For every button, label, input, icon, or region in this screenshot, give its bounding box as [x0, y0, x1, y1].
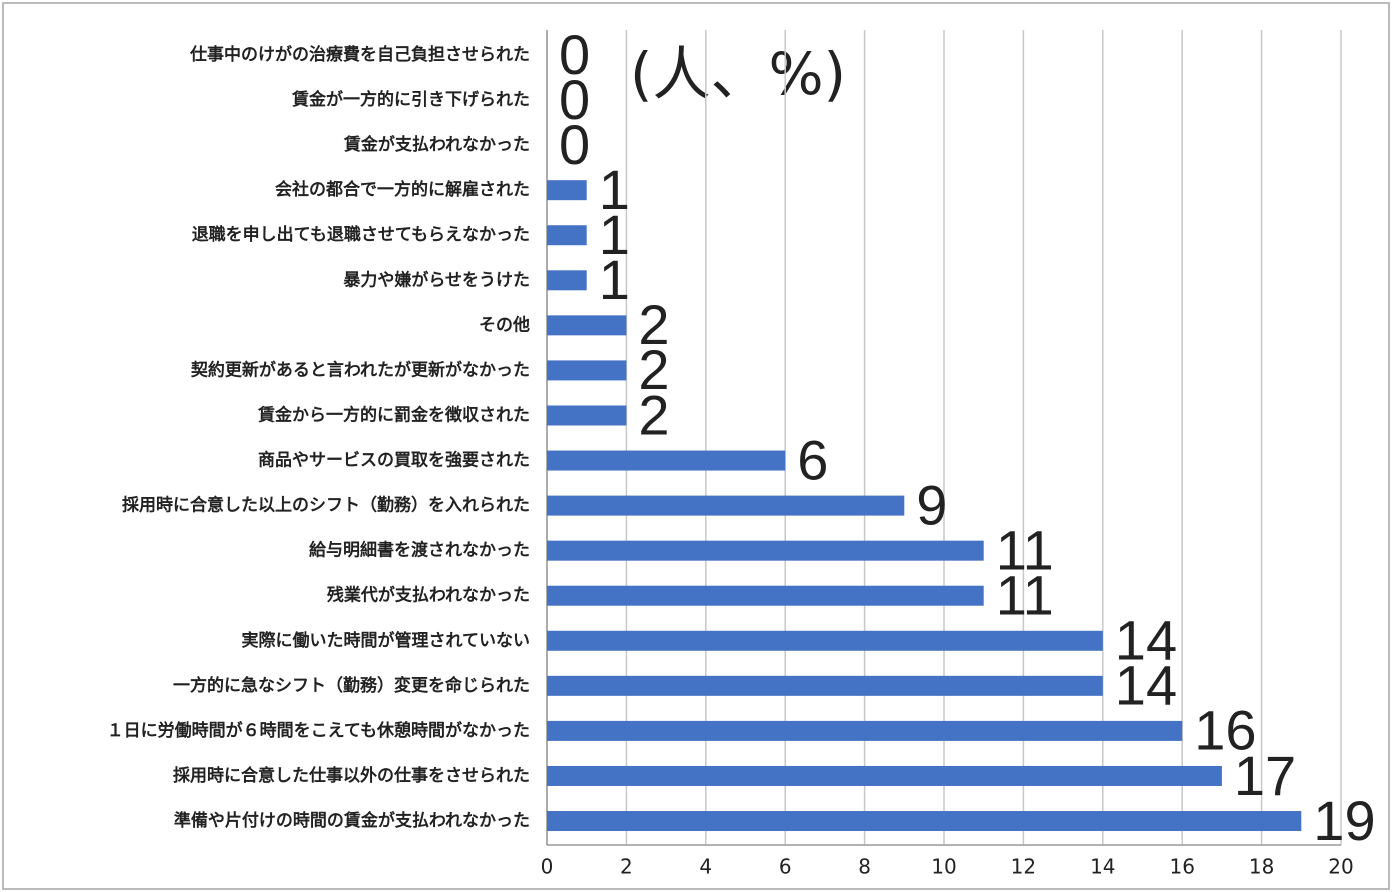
value-label: 17	[1234, 744, 1296, 807]
y-tick-label: 残業代が支払われなかった	[327, 585, 530, 606]
y-tick-label: 契約更新があると言われたが更新がなかった	[190, 359, 530, 380]
value-label: 14	[1115, 654, 1177, 717]
value-label: 0	[559, 113, 590, 176]
bar	[547, 180, 587, 200]
bar	[547, 766, 1222, 786]
value-label: 11	[996, 564, 1054, 627]
value-label: 19	[1313, 789, 1375, 852]
y-tick-label: 賃金が一方的に引き下げられた	[291, 89, 530, 110]
y-tick-label: 会社の都合で一方的に解雇された	[275, 179, 530, 200]
bar	[547, 270, 587, 290]
x-tick-label: 2	[620, 855, 633, 879]
value-label: 6	[797, 428, 828, 491]
bar	[547, 496, 904, 516]
x-tick-label: 0	[541, 855, 554, 879]
value-label: 9	[916, 473, 947, 536]
y-tick-label: 準備や片付けの時間の賃金が支払われなかった	[174, 810, 530, 831]
x-tick-label: 4	[699, 855, 712, 879]
value-label: 2	[638, 383, 669, 446]
y-tick-label: 暴力や嫌がらせをうけた	[342, 269, 530, 290]
y-tick-label: 一方的に急なシフト（勤務）変更を命じられた	[173, 675, 530, 696]
bar	[547, 315, 626, 335]
x-tick-label: 16	[1169, 855, 1194, 879]
x-tick-label: 18	[1249, 855, 1274, 879]
y-tick-label: 退職を申し出ても退職させてもらえなかった	[192, 224, 530, 245]
chart: (人、%) 02468101214161820仕事中のけがの治療費を自己負担させ…	[0, 0, 1392, 892]
y-tick-label: 給与明細書を渡されなかった	[309, 540, 530, 561]
x-tick-label: 20	[1328, 855, 1353, 879]
bar	[547, 811, 1301, 831]
chart-frame	[3, 3, 1389, 889]
y-tick-label: その他	[479, 314, 530, 335]
y-tick-label: 賃金が支払われなかった	[343, 134, 530, 155]
x-tick-label: 12	[1011, 855, 1036, 879]
y-tick-label: 賃金から一方的に罰金を徴収された	[257, 404, 530, 425]
y-tick-label: 実際に働いた時間が管理されていない	[242, 630, 531, 651]
page: (人、%) 02468101214161820仕事中のけがの治療費を自己負担させ…	[0, 0, 1392, 892]
x-tick-label: 8	[858, 855, 871, 879]
y-tick-label: 採用時に合意した以上のシフト（勤務）を入れられた	[122, 495, 530, 516]
y-tick-label: 商品やサービスの買取を強要された	[258, 450, 530, 471]
bar	[547, 586, 984, 606]
value-label: 1	[599, 248, 630, 311]
x-tick-label: 10	[931, 855, 956, 879]
x-tick-label: 14	[1090, 855, 1115, 879]
y-tick-label: 採用時に合意した仕事以外の仕事をさせられた	[173, 765, 530, 786]
y-tick-label: 仕事中のけがの治療費を自己負担させられた	[189, 44, 530, 65]
bar	[547, 676, 1103, 696]
unit-label: (人、%)	[630, 40, 846, 108]
x-tick-label: 6	[779, 855, 792, 879]
bar	[547, 721, 1182, 741]
bar	[547, 631, 1103, 651]
bar	[547, 360, 626, 380]
bar	[547, 541, 984, 561]
bar	[547, 225, 587, 245]
bar	[547, 451, 785, 471]
bar	[547, 405, 626, 425]
y-tick-label: １日に労働時間が６時間をこえても休憩時間がなかった	[107, 720, 530, 741]
